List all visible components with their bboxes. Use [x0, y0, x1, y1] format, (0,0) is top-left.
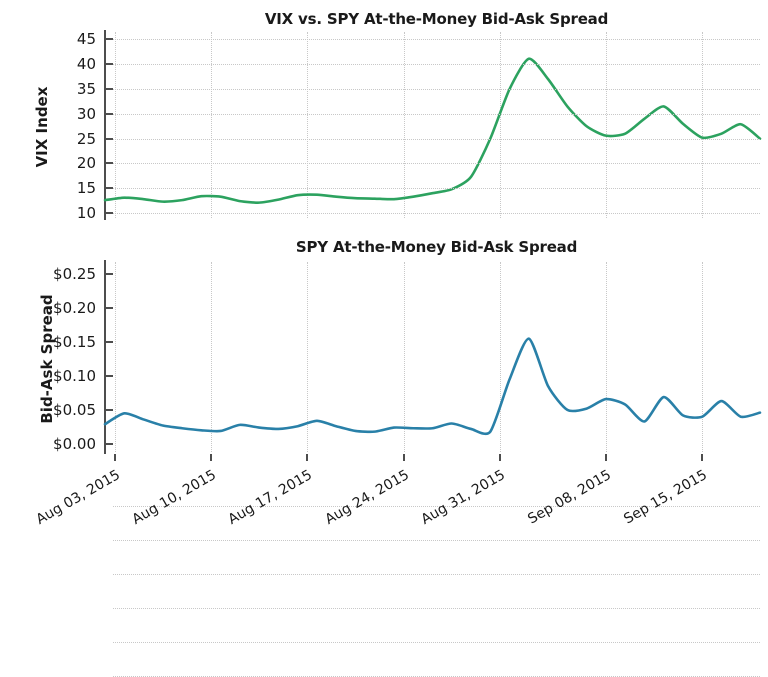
vix-line-series [103, 57, 762, 204]
x-axis: Aug 03, 2015 Aug 10, 2015 Aug 17, 2015 Aug … [0, 454, 768, 550]
x-tick-label: Sep 15, 2015 [621, 467, 711, 528]
gridline-vertical [210, 32, 212, 218]
spread-line-path [103, 337, 762, 436]
y-tick-mark [106, 341, 113, 344]
x-tick-mark [604, 454, 607, 461]
y-tick-mark [106, 307, 113, 310]
gridline-horizontal [113, 64, 760, 66]
spread-line-series [103, 337, 762, 436]
x-tick-mark [306, 454, 309, 461]
y-tick-label: $0.20 [53, 299, 96, 318]
y-tick-mark [106, 112, 113, 115]
y-tick-mark [106, 212, 113, 215]
vix-line-path [103, 57, 762, 204]
gridline-horizontal [113, 188, 760, 190]
gridline-vertical [403, 262, 405, 452]
gridline-vertical [605, 32, 607, 218]
y-tick-mark [106, 137, 113, 140]
y-tick-label: $0.10 [53, 367, 96, 385]
gridline-vertical [403, 32, 405, 218]
x-tick-label: Aug 10, 2015 [129, 467, 219, 528]
gridline-vertical [605, 262, 607, 452]
gridline-horizontal [113, 163, 760, 165]
y-tick-label: 15 [76, 179, 96, 198]
gridline-horizontal [113, 39, 760, 41]
spread-y-axis-label: Bid-Ask Spread [38, 294, 56, 424]
spread-panel-title: SPY At-the-Money Bid-Ask Spread [295, 238, 578, 256]
gridline-horizontal [113, 213, 760, 215]
x-tick-mark [113, 454, 116, 461]
y-tick-label: $0.00 [53, 434, 96, 453]
y-tick-mark [106, 162, 113, 165]
x-tick-label: Sep 08, 2015 [525, 467, 614, 528]
x-tick-mark [701, 454, 704, 461]
gridline-vertical [702, 262, 704, 452]
y-tick-label: 45 [76, 30, 96, 49]
y-tick-mark [106, 88, 113, 91]
x-tick-label: Aug 17, 2015 [225, 467, 316, 528]
gridline-vertical [702, 32, 704, 218]
y-tick-label: 35 [76, 80, 96, 99]
y-tick-label: $0.05 [53, 400, 96, 419]
gridline-horizontal [113, 138, 760, 140]
y-tick-mark [106, 375, 113, 377]
gridline-horizontal [113, 540, 760, 542]
spread-plot-area [103, 262, 762, 452]
vix-y-spine [104, 30, 106, 220]
y-tick-label: $0.15 [53, 333, 96, 352]
x-tick-mark [402, 454, 405, 461]
y-tick-label: 10 [76, 204, 96, 223]
gridline-horizontal [113, 608, 760, 609]
y-tick-label: 25 [76, 129, 96, 148]
x-tick-label: Aug 31, 2015 [418, 467, 508, 528]
gridline-vertical [210, 262, 212, 452]
x-tick-label: Aug 24, 2015 [322, 467, 412, 528]
x-tick-mark [498, 454, 501, 461]
x-tick-mark [209, 454, 212, 461]
y-tick-label: 40 [76, 55, 96, 74]
y-tick-mark [106, 63, 113, 66]
gridline-vertical [307, 32, 309, 218]
vix-panel-title: VIX vs. SPY At-the-Money Bid-Ask Spread [264, 10, 609, 28]
y-tick-label: 20 [76, 154, 96, 173]
y-tick-mark [106, 408, 113, 411]
vix-plot-area [103, 32, 762, 218]
spread-panel: SPY At-the-Money Bid-Ask Spread Bid-Ask … [0, 232, 768, 677]
gridline-horizontal [113, 574, 760, 576]
gridline-horizontal [113, 506, 760, 508]
gridline-vertical [499, 262, 501, 452]
vix-gridlines [105, 32, 760, 218]
spread-gridlines [105, 262, 760, 452]
y-tick-mark [106, 38, 113, 41]
gridline-vertical [114, 262, 116, 452]
x-tick-label: Aug 03, 2015 [33, 467, 123, 528]
gridline-vertical [499, 32, 501, 218]
spread-y-spine [104, 260, 106, 454]
y-tick-label: 30 [76, 104, 96, 123]
gridline-vertical [114, 32, 116, 218]
y-tick-label: $0.25 [53, 265, 96, 284]
y-tick-mark [106, 442, 113, 445]
gridline-horizontal [113, 113, 760, 115]
vix-panel: VIX vs. SPY At-the-Money Bid-Ask Spread … [0, 0, 768, 240]
y-tick-mark [106, 187, 113, 190]
y-tick-mark [106, 273, 113, 276]
gridline-vertical [307, 262, 309, 452]
gridline-horizontal [113, 641, 760, 643]
gridline-horizontal [113, 89, 760, 91]
